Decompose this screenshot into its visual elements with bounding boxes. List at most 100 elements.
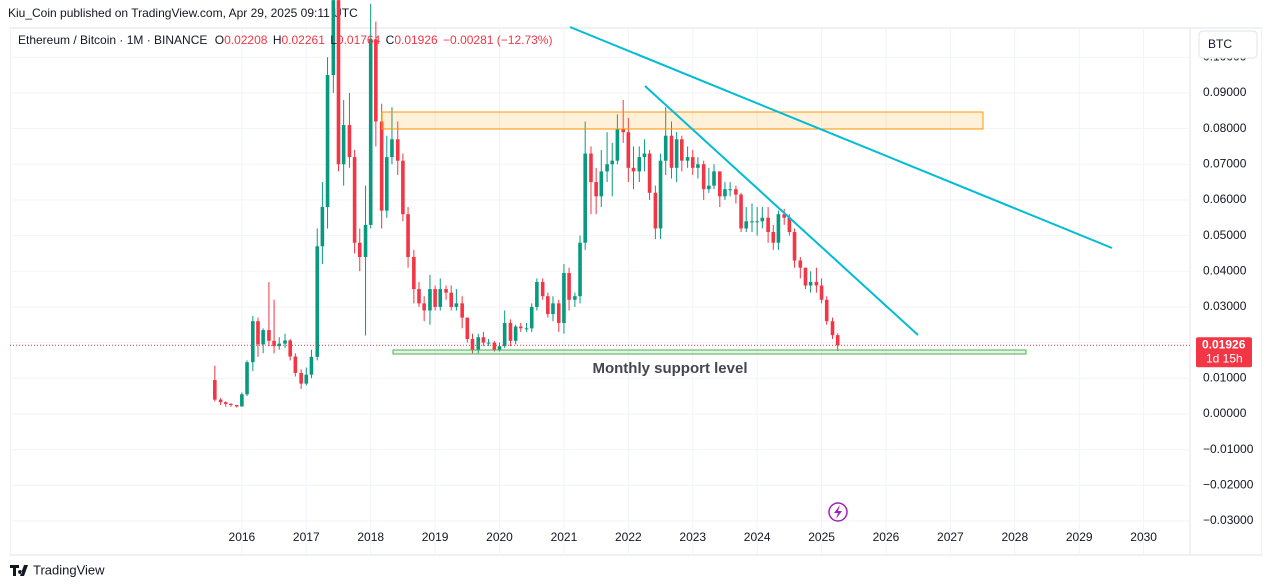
- candle-body: [341, 125, 346, 165]
- candle-body: [734, 189, 738, 195]
- trend-line: [644, 85, 919, 336]
- candle-body: [723, 189, 727, 197]
- candle-body: [465, 317, 470, 340]
- candle-body: [540, 281, 545, 297]
- candle-body: [663, 135, 668, 161]
- candle-body: [293, 356, 298, 373]
- legend-key: O: [215, 33, 224, 47]
- candle-body: [760, 217, 765, 222]
- legend-value: 0.02208: [224, 33, 268, 47]
- candle-body: [449, 292, 454, 307]
- y-tick-label: 0.05000: [1203, 228, 1247, 242]
- candle-body: [267, 330, 271, 341]
- candle-body: [363, 224, 368, 257]
- grid: [10, 28, 1190, 555]
- candle-body: [814, 281, 819, 286]
- last-price-label: 0.01926: [1202, 337, 1246, 351]
- candle-body: [444, 289, 448, 293]
- candle-body: [835, 335, 840, 346]
- candle-body: [320, 207, 325, 247]
- candle-body: [251, 321, 255, 363]
- candle-body: [529, 306, 534, 329]
- candle-body: [610, 160, 615, 165]
- candle-body: [546, 296, 550, 315]
- currency-button[interactable]: [1198, 30, 1258, 59]
- candle-body: [615, 128, 620, 161]
- candle-body: [438, 289, 443, 307]
- candle-body: [336, 0, 341, 165]
- candle-body: [331, 0, 336, 76]
- legend-value: 0.01926: [394, 33, 438, 47]
- candle-body: [379, 121, 384, 211]
- x-tick-label: 2023: [679, 530, 706, 544]
- candle-body: [352, 157, 357, 243]
- candle-body: [696, 164, 700, 168]
- candle-body: [626, 132, 631, 168]
- event-icon-bolt: [834, 505, 842, 519]
- candle-body: [578, 242, 582, 297]
- candle-body: [492, 342, 497, 350]
- candle-body: [261, 330, 265, 345]
- candle-body: [819, 285, 824, 300]
- candle-body: [454, 303, 459, 307]
- trend-line: [569, 26, 1113, 249]
- candle-body: [589, 153, 593, 183]
- x-tick-label: 2027: [937, 530, 964, 544]
- candle-body: [808, 281, 813, 286]
- candle-body: [433, 289, 437, 307]
- candle-body: [830, 321, 835, 336]
- candle-body: [573, 296, 577, 300]
- candle-body: [824, 299, 829, 322]
- support-zone: [392, 349, 1027, 355]
- y-tick-label: 0.03000: [1203, 299, 1247, 313]
- x-tick-label: 2017: [293, 530, 320, 544]
- currency-label: BTC: [1208, 37, 1232, 51]
- candle-body: [213, 380, 217, 400]
- candle-body: [395, 139, 400, 161]
- candle-body: [685, 157, 690, 161]
- candle-body: [712, 171, 716, 186]
- candle-body: [647, 153, 652, 193]
- candle-body: [798, 260, 803, 268]
- candle-body: [245, 362, 249, 395]
- x-tick-label: 2025: [808, 530, 835, 544]
- candle-body: [551, 303, 555, 315]
- brand-name: TradingView: [33, 562, 105, 577]
- brand-icon: [10, 565, 28, 576]
- legend-value: 0.01764: [337, 33, 381, 47]
- candle-body: [476, 337, 481, 350]
- candle-body: [674, 139, 679, 168]
- candle-body: [782, 214, 787, 218]
- candle-body: [401, 160, 405, 215]
- y-tick-label: −0.01000: [1203, 442, 1254, 456]
- candle-body: [562, 273, 566, 323]
- candle-body: [621, 128, 625, 133]
- candle-body: [642, 153, 647, 158]
- candle-body: [299, 372, 303, 384]
- candle-body: [755, 221, 759, 223]
- legend-value: 0.02261: [281, 33, 325, 47]
- x-tick-label: 2029: [1066, 530, 1093, 544]
- candle-body: [718, 171, 722, 197]
- legend-symbol: Ethereum / Bitcoin · 1M · BINANCE: [18, 33, 207, 47]
- candle-body: [497, 346, 502, 350]
- x-tick-label: 2022: [615, 530, 642, 544]
- x-tick-label: 2030: [1130, 530, 1157, 544]
- last-price-badge: [1196, 337, 1252, 368]
- candle-body: [599, 171, 604, 197]
- x-tick-label: 2019: [422, 530, 449, 544]
- y-tick-label: 0.06000: [1203, 192, 1247, 206]
- x-tick-label: 2028: [1001, 530, 1028, 544]
- candle-body: [347, 125, 352, 158]
- candle-body: [470, 339, 475, 350]
- candle-body: [701, 164, 706, 190]
- candles: [10, 0, 1190, 408]
- candle-body: [653, 192, 658, 229]
- axes: 2016 2017 2018 2019 2020 2021 2022 2023 2024 2025…: [229, 49, 1254, 544]
- y-tick-label: 0.04000: [1203, 263, 1247, 277]
- candle-body: [771, 232, 776, 243]
- x-tick-label: 2020: [486, 530, 513, 544]
- y-tick-label: 0.01000: [1203, 370, 1247, 384]
- legend: Ethereum / Bitcoin · 1M · BINANCE O0.022…: [18, 33, 552, 47]
- candle-body: [508, 322, 513, 341]
